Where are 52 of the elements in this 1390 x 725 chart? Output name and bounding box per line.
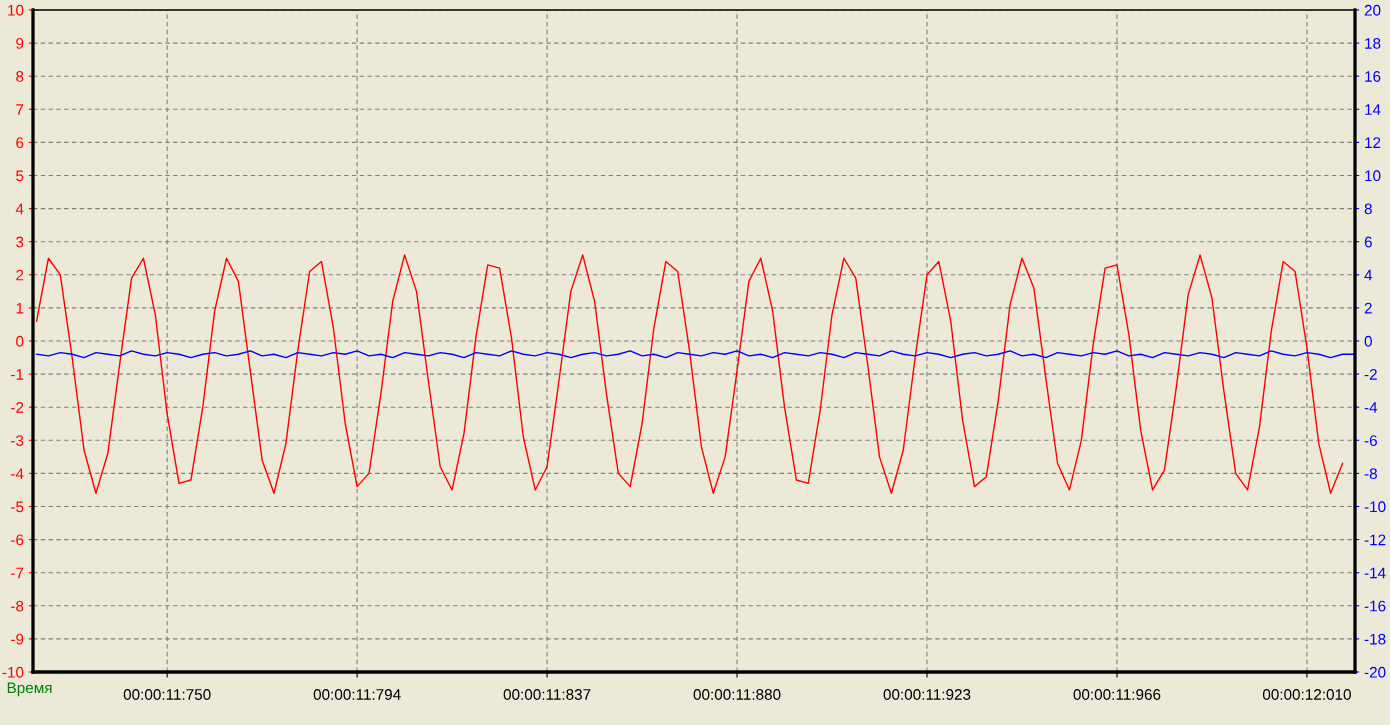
y-tick-label: 10 [8,4,24,16]
x-tick-label: 00:00:11:794 [313,689,401,700]
y2-tick-label: -12 [1364,534,1386,546]
y2-tick-label: 18 [1365,37,1381,49]
y2-tick-label: -18 [1364,633,1386,645]
y2-tick-label: 8 [1364,203,1372,215]
x-tick-label: 00:00:11:750 [123,689,211,700]
y2-tick-label: 6 [1364,236,1372,248]
y2-tick-label: -2 [1364,368,1377,380]
y2-tick-label: -6 [1364,435,1377,446]
y-tick-label: -10 [2,666,24,678]
line-series [35,350,1355,359]
y2-tick-label: -10 [1364,501,1386,513]
y2-tick-label: 4 [1364,269,1373,281]
y-tick-label: 6 [16,137,24,149]
y-tick-label: -1 [11,369,24,380]
y-tick-label: 7 [16,104,24,115]
y-tick-label: 1 [16,302,24,314]
y-tick-label: -7 [11,567,24,579]
y2-tick-label: 2 [1364,302,1372,314]
y-tick-label: 0 [16,335,24,347]
y-tick-label: -4 [11,468,24,479]
y2-tick-label: 0 [1364,335,1372,347]
y-tick-label: -3 [11,435,24,446]
y-tick-label: 8 [16,71,24,82]
x-axis-title: Время [7,682,52,697]
y2-tick-label: -20 [1364,666,1386,678]
y2-tick-label: 14 [1365,104,1381,115]
y-tick-label: 5 [16,170,24,182]
y-tick-label: -9 [11,633,24,645]
y-tick-label: -6 [11,534,24,546]
x-tick-label: 00:00:11:880 [693,689,781,700]
y2-tick-label: -14 [1364,567,1386,579]
y2-tick-label: 12 [1365,137,1381,148]
line-series [35,254,1344,494]
y2-tick-label: -4 [1364,402,1378,413]
y2-tick-label: 20 [1364,4,1381,16]
y-tick-label: 2 [16,269,24,281]
x-tick-label: 00:00:12:010 [1262,689,1351,700]
y2-tick-label: 16 [1365,71,1381,82]
y2-tick-label: 10 [1365,170,1381,182]
y2-tick-label: -8 [1364,468,1377,480]
y-tick-label: 4 [15,203,24,215]
y-tick-label: -8 [11,600,24,612]
y-tick-label: 9 [16,37,24,49]
y-tick-label: -2 [11,402,24,413]
x-tick-label: 00:00:11:966 [1073,689,1161,700]
x-tick-label: 00:00:11:923 [883,689,971,700]
y-tick-label: 3 [16,236,24,248]
y-tick-label: -5 [11,501,24,513]
y2-tick-label: -16 [1364,600,1386,612]
x-tick-label: 00:00:11:837 [503,689,591,700]
